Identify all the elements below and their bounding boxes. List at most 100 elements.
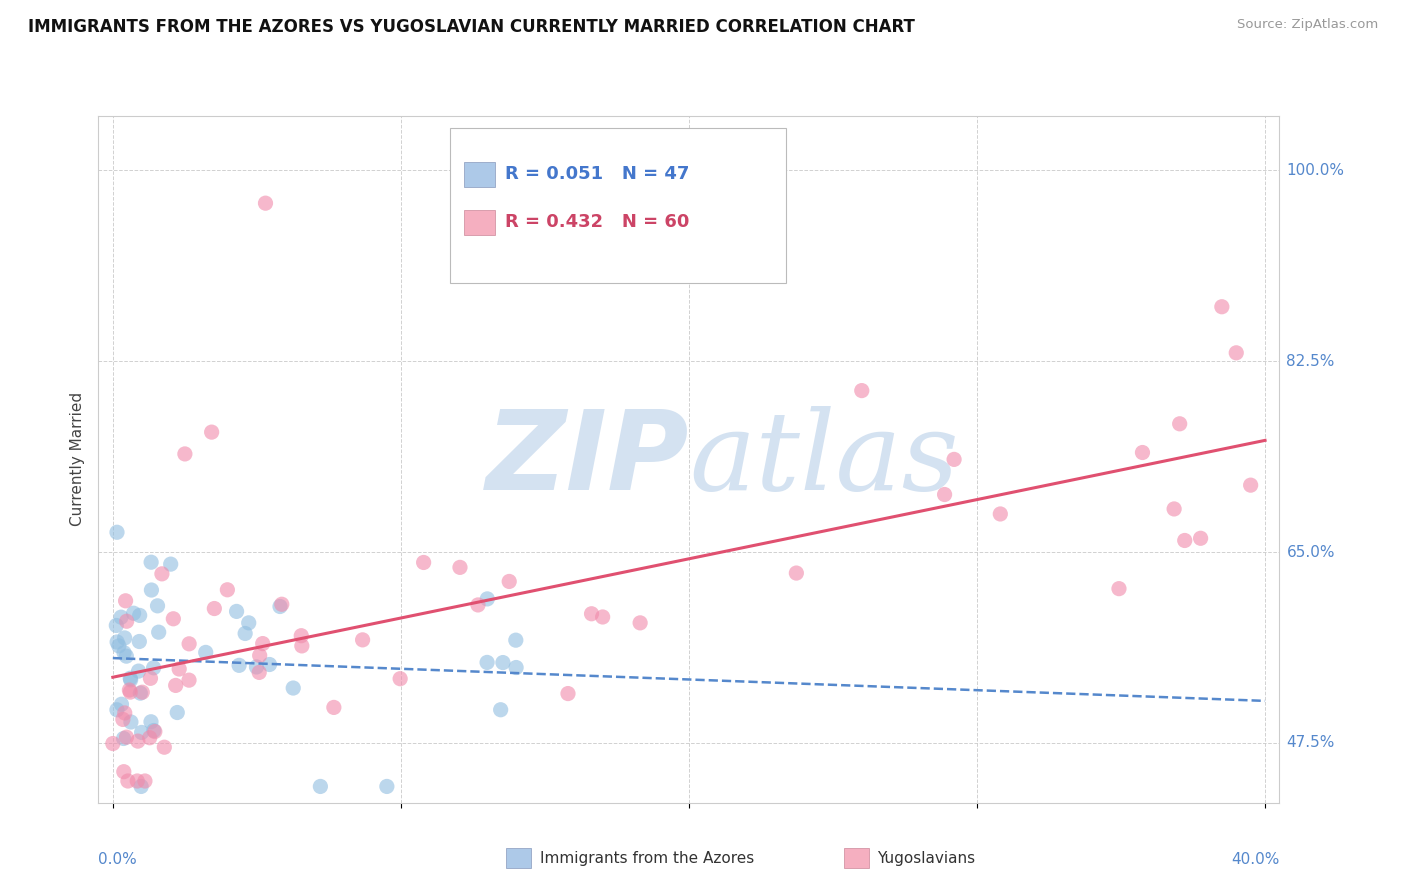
Point bbox=[138, 731, 160, 745]
Point bbox=[139, 555, 162, 569]
Point bbox=[120, 673, 142, 687]
Point bbox=[628, 615, 651, 630]
Point bbox=[217, 582, 239, 597]
Point bbox=[146, 599, 169, 613]
Point bbox=[114, 631, 136, 645]
Y-axis label: Currently Married: Currently Married bbox=[70, 392, 86, 526]
Point bbox=[259, 657, 281, 672]
Point bbox=[122, 606, 145, 620]
Point bbox=[148, 625, 170, 640]
Point bbox=[143, 724, 166, 739]
Point bbox=[127, 774, 149, 789]
Point bbox=[166, 706, 188, 720]
Point bbox=[111, 713, 134, 727]
Point bbox=[112, 764, 135, 779]
Point bbox=[173, 447, 195, 461]
Point bbox=[269, 599, 291, 614]
Point bbox=[105, 525, 128, 540]
Text: 82.5%: 82.5% bbox=[1286, 354, 1334, 368]
Point bbox=[110, 698, 132, 712]
Point bbox=[389, 672, 412, 686]
Point bbox=[449, 560, 471, 574]
Text: 40.0%: 40.0% bbox=[1232, 852, 1279, 867]
Point bbox=[254, 196, 277, 211]
Point bbox=[785, 566, 807, 580]
Point bbox=[177, 673, 200, 688]
Point bbox=[1225, 346, 1247, 360]
Point bbox=[1189, 531, 1212, 545]
Point bbox=[115, 649, 138, 664]
Point bbox=[1108, 582, 1130, 596]
Point bbox=[352, 632, 374, 647]
Point bbox=[108, 639, 131, 653]
Point bbox=[114, 594, 136, 608]
Point bbox=[112, 646, 135, 660]
Point bbox=[150, 566, 173, 581]
Point bbox=[128, 664, 150, 678]
Point bbox=[153, 740, 176, 755]
Text: R = 0.051   N = 47: R = 0.051 N = 47 bbox=[505, 165, 689, 184]
Point bbox=[492, 656, 515, 670]
Point bbox=[201, 425, 224, 439]
Point bbox=[1132, 445, 1154, 459]
Point bbox=[283, 681, 305, 695]
Point bbox=[101, 737, 124, 751]
Point bbox=[105, 635, 128, 649]
Point bbox=[105, 703, 128, 717]
Point bbox=[498, 574, 520, 589]
Point bbox=[165, 678, 187, 692]
Text: 47.5%: 47.5% bbox=[1286, 735, 1334, 750]
Point bbox=[245, 660, 267, 674]
Point bbox=[120, 671, 142, 685]
Point bbox=[118, 683, 141, 698]
Point bbox=[225, 604, 247, 618]
Point bbox=[247, 665, 270, 680]
Text: atlas: atlas bbox=[689, 406, 959, 513]
Point bbox=[1240, 478, 1263, 492]
Point bbox=[943, 452, 966, 467]
Point bbox=[252, 636, 274, 650]
Point bbox=[475, 656, 498, 670]
Point bbox=[1163, 502, 1185, 516]
Text: R = 0.432   N = 60: R = 0.432 N = 60 bbox=[505, 213, 689, 231]
Point bbox=[127, 734, 149, 748]
Point bbox=[988, 507, 1011, 521]
Point bbox=[249, 648, 271, 663]
Point bbox=[120, 714, 142, 729]
Point bbox=[467, 598, 489, 612]
Point bbox=[162, 612, 184, 626]
Point bbox=[934, 487, 956, 501]
Point bbox=[194, 645, 217, 659]
Point bbox=[1168, 417, 1191, 431]
Text: 0.0%: 0.0% bbox=[98, 852, 138, 867]
Point bbox=[131, 685, 153, 699]
Point bbox=[114, 706, 136, 720]
Text: ZIP: ZIP bbox=[485, 406, 689, 513]
Point bbox=[131, 725, 153, 739]
Point bbox=[309, 780, 332, 794]
Point bbox=[134, 774, 156, 789]
Point bbox=[129, 686, 152, 700]
Point bbox=[1174, 533, 1197, 548]
Text: Source: ZipAtlas.com: Source: ZipAtlas.com bbox=[1237, 18, 1378, 31]
Text: Immigrants from the Azores: Immigrants from the Azores bbox=[540, 851, 754, 865]
Point bbox=[592, 610, 614, 624]
Point bbox=[128, 634, 150, 648]
Point bbox=[375, 780, 398, 794]
Point bbox=[120, 685, 142, 699]
Text: 100.0%: 100.0% bbox=[1286, 163, 1344, 178]
Point bbox=[115, 614, 138, 628]
Point bbox=[167, 662, 190, 676]
Point bbox=[110, 610, 132, 624]
Point bbox=[179, 637, 201, 651]
Point bbox=[557, 687, 579, 701]
Point bbox=[270, 597, 292, 611]
Point bbox=[412, 556, 434, 570]
Point bbox=[851, 384, 873, 398]
Point bbox=[117, 774, 139, 789]
Point bbox=[581, 607, 603, 621]
Point bbox=[291, 639, 314, 653]
Point bbox=[129, 780, 152, 794]
Point bbox=[290, 629, 312, 643]
Text: 65.0%: 65.0% bbox=[1286, 544, 1334, 559]
